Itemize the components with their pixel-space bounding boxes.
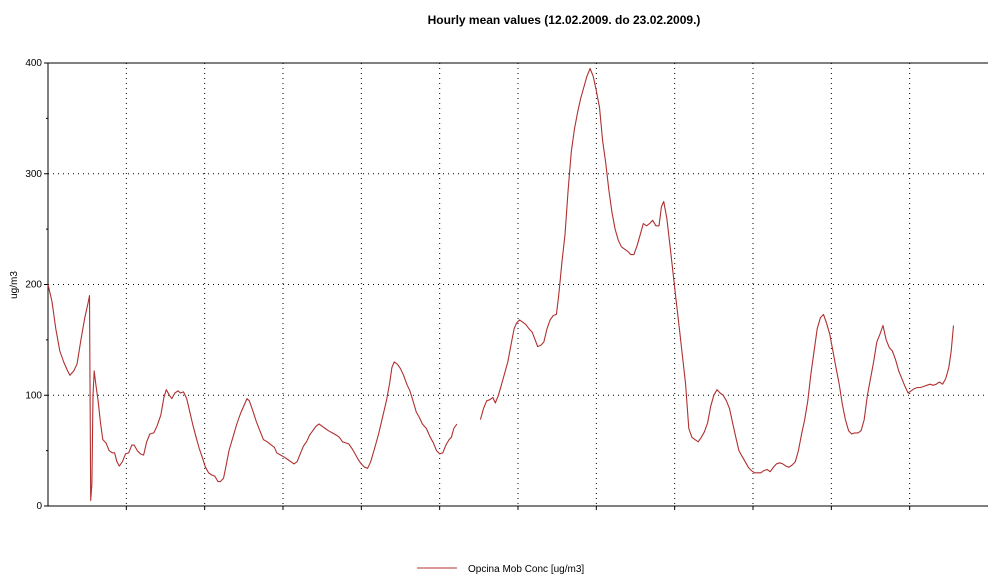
y-tick-label: 400 (25, 58, 42, 69)
legend-label: Opcina Mob Conc [ug/m3] (468, 564, 584, 575)
series-group (47, 67, 955, 502)
y-axis-label: ug/m3 (9, 271, 20, 299)
series-line (479, 67, 955, 474)
legend: Opcina Mob Conc [ug/m3] (417, 564, 584, 575)
y-tick-label: 0 (36, 501, 42, 512)
y-tick-label: 300 (25, 169, 42, 180)
axes (47, 62, 988, 510)
y-tick-label: 200 (25, 280, 42, 291)
y-ticks: 0 100 200 300 400 (25, 58, 48, 512)
chart-title: Hourly mean values (12.02.2009. do 23.02… (428, 13, 701, 27)
y-tick-label: 100 (25, 390, 42, 401)
series-line (47, 284, 458, 502)
grid (48, 62, 988, 506)
